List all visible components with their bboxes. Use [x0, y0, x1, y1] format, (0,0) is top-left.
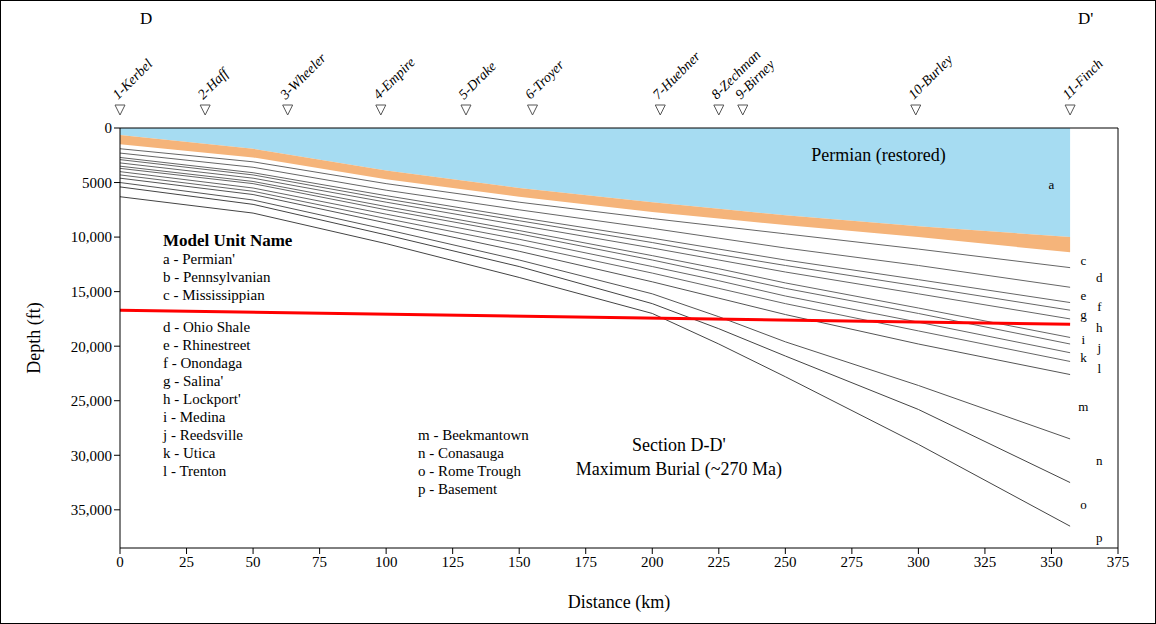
- svg-text:c: c: [1081, 253, 1087, 268]
- svg-text:Distance (km): Distance (km): [568, 592, 670, 613]
- svg-text:25,000: 25,000: [71, 393, 112, 409]
- svg-text:10-Burley: 10-Burley: [905, 51, 956, 102]
- svg-text:o: o: [1080, 497, 1087, 512]
- svg-text:i - Medina: i - Medina: [163, 409, 226, 425]
- svg-text:175: 175: [574, 554, 597, 570]
- svg-text:c - Mississippian: c - Mississippian: [163, 287, 265, 303]
- svg-text:m: m: [1078, 399, 1088, 414]
- svg-text:25: 25: [179, 554, 194, 570]
- svg-text:h: h: [1096, 320, 1103, 335]
- svg-text:200: 200: [641, 554, 664, 570]
- svg-text:11-Finch: 11-Finch: [1060, 56, 1106, 102]
- svg-text:0: 0: [105, 120, 113, 136]
- svg-text:p - Basement: p - Basement: [418, 481, 498, 497]
- svg-text:D': D': [1078, 9, 1093, 28]
- svg-text:g: g: [1080, 307, 1087, 322]
- svg-text:n - Conasauga: n - Conasauga: [418, 445, 504, 461]
- svg-text:l: l: [1098, 361, 1102, 376]
- svg-text:2-Haff: 2-Haff: [195, 64, 233, 102]
- svg-text:d: d: [1096, 270, 1103, 285]
- svg-text:35,000: 35,000: [71, 502, 112, 518]
- svg-text:100: 100: [375, 554, 398, 570]
- svg-text:j: j: [1097, 340, 1102, 355]
- svg-text:125: 125: [441, 554, 464, 570]
- svg-text:5000: 5000: [82, 175, 112, 191]
- svg-text:b - Pennsylvanian: b - Pennsylvanian: [163, 269, 271, 285]
- svg-text:Model Unit Name: Model Unit Name: [163, 231, 293, 250]
- svg-text:d - Ohio Shale: d - Ohio Shale: [163, 319, 250, 335]
- svg-text:50: 50: [246, 554, 261, 570]
- svg-text:325: 325: [974, 554, 997, 570]
- svg-text:n: n: [1096, 453, 1103, 468]
- svg-text:8-Zechman: 8-Zechman: [708, 47, 764, 103]
- svg-text:250: 250: [774, 554, 797, 570]
- svg-text:k: k: [1080, 350, 1087, 365]
- svg-text:g - Salina': g - Salina': [163, 373, 223, 389]
- svg-text:Maximum Burial (~270 Ma): Maximum Burial (~270 Ma): [576, 459, 782, 480]
- svg-text:6-Troyer: 6-Troyer: [522, 57, 567, 102]
- svg-text:Depth (ft): Depth (ft): [24, 302, 45, 373]
- svg-text:e: e: [1081, 288, 1087, 303]
- svg-text:a - Permian': a - Permian': [163, 251, 235, 267]
- svg-text:D: D: [140, 9, 152, 28]
- svg-text:m - Beekmantown: m - Beekmantown: [418, 427, 529, 443]
- svg-text:o - Rome Trough: o - Rome Trough: [418, 463, 521, 479]
- svg-text:4-Empire: 4-Empire: [370, 54, 418, 102]
- svg-text:1-Kerbel: 1-Kerbel: [110, 56, 156, 102]
- svg-text:j - Reedsville: j - Reedsville: [162, 427, 243, 443]
- svg-text:e - Rhinestreet: e - Rhinestreet: [163, 337, 251, 353]
- svg-text:350: 350: [1040, 554, 1063, 570]
- svg-text:0: 0: [116, 554, 124, 570]
- svg-text:15,000: 15,000: [71, 284, 112, 300]
- svg-text:375: 375: [1107, 554, 1130, 570]
- svg-text:Section D-D': Section D-D': [632, 435, 726, 455]
- svg-text:275: 275: [841, 554, 864, 570]
- svg-text:20,000: 20,000: [71, 339, 112, 355]
- svg-text:k - Utica: k - Utica: [163, 445, 216, 461]
- svg-text:7-Huebner: 7-Huebner: [650, 48, 704, 102]
- svg-text:225: 225: [708, 554, 731, 570]
- svg-text:f - Onondaga: f - Onondaga: [163, 355, 242, 371]
- svg-text:9-Birney: 9-Birney: [732, 56, 778, 102]
- svg-text:i: i: [1082, 332, 1086, 347]
- svg-text:p: p: [1096, 530, 1103, 545]
- svg-text:75: 75: [312, 554, 327, 570]
- svg-text:150: 150: [508, 554, 531, 570]
- svg-text:f: f: [1097, 299, 1102, 314]
- svg-text:a: a: [1049, 177, 1055, 192]
- svg-text:3-Wheeler: 3-Wheeler: [276, 50, 329, 103]
- svg-text:h - Lockport': h - Lockport': [163, 391, 241, 407]
- svg-text:10,000: 10,000: [71, 229, 112, 245]
- svg-text:Permian (restored): Permian (restored): [811, 145, 945, 166]
- svg-text:5-Drake: 5-Drake: [455, 59, 499, 103]
- svg-text:30,000: 30,000: [71, 448, 112, 464]
- svg-text:300: 300: [907, 554, 930, 570]
- svg-text:l - Trenton: l - Trenton: [163, 463, 227, 479]
